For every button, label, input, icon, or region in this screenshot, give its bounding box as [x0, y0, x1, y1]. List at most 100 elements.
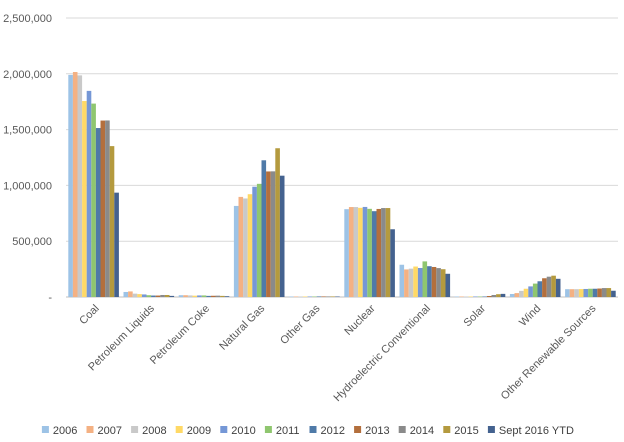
bar — [491, 294, 497, 297]
bar — [422, 261, 428, 297]
bar — [592, 288, 598, 297]
bar — [413, 266, 418, 297]
bar — [408, 268, 414, 297]
bar — [353, 207, 359, 297]
legend-swatch — [175, 426, 183, 433]
legend-label: 2009 — [187, 425, 211, 437]
legend-label: 2006 — [53, 425, 77, 437]
bar — [279, 175, 285, 297]
bar — [238, 196, 244, 297]
bar — [445, 273, 451, 297]
legend-swatch — [264, 426, 272, 433]
bar — [261, 160, 267, 297]
gridlines — [66, 17, 618, 298]
bar — [192, 295, 198, 297]
bar — [551, 275, 556, 297]
legend-swatch — [443, 426, 451, 433]
bar — [417, 267, 423, 297]
bar — [201, 295, 207, 297]
bar — [91, 103, 96, 297]
bar — [307, 296, 313, 297]
bar — [404, 269, 409, 297]
legend-swatch — [220, 426, 228, 433]
legend-label: 2008 — [142, 425, 166, 437]
legend-label: 2012 — [321, 425, 345, 437]
bar — [597, 288, 602, 297]
legend-swatch — [354, 426, 362, 433]
bar — [137, 294, 142, 297]
bar — [578, 289, 584, 297]
bar — [141, 294, 147, 297]
bar — [385, 208, 391, 297]
bar — [330, 296, 336, 297]
bar — [611, 290, 616, 297]
bar — [440, 269, 446, 297]
bar — [68, 74, 73, 297]
bar — [197, 295, 202, 297]
bar — [224, 296, 230, 297]
y-axis-ticks: - 500,000 1,000,000 1,500,000 2,000,000 2,500… — [3, 13, 52, 304]
bar — [210, 295, 216, 297]
bar — [532, 283, 538, 297]
bar — [252, 186, 257, 297]
bar — [473, 296, 478, 297]
y-tick-label: 2,000,000 — [3, 69, 52, 81]
bar — [321, 296, 326, 297]
bar — [169, 295, 175, 297]
bar — [164, 294, 170, 297]
bar — [344, 209, 349, 297]
legend-label: 2007 — [98, 425, 122, 437]
y-tick-label: 1,500,000 — [3, 125, 52, 137]
bar — [146, 295, 152, 297]
x-tick-label: Nuclear — [342, 302, 378, 338]
legend-swatch — [131, 426, 139, 433]
bar — [86, 90, 92, 297]
bar — [463, 296, 469, 297]
bar — [312, 296, 317, 297]
bar — [247, 194, 253, 297]
bar — [509, 293, 515, 297]
legend: 2006 2007 2008 2009 2010 2011 2012 2013 2014 2015… — [41, 425, 574, 437]
bar — [82, 101, 87, 298]
legend-swatch — [86, 426, 94, 433]
bar — [72, 72, 78, 297]
bar — [348, 207, 354, 297]
bar — [151, 295, 156, 297]
x-tick-label: Natural Gas — [217, 302, 267, 352]
bar — [109, 146, 115, 297]
bar — [358, 207, 363, 297]
bar — [178, 295, 184, 297]
bar — [459, 296, 464, 297]
bar — [390, 229, 395, 297]
bar — [477, 296, 483, 297]
bar — [243, 198, 248, 297]
bar — [486, 295, 492, 297]
bar — [574, 289, 579, 297]
bar — [183, 295, 188, 297]
bar — [95, 128, 101, 297]
bar — [565, 289, 570, 297]
bar — [482, 296, 487, 297]
bar — [293, 296, 299, 297]
bar — [298, 296, 303, 297]
x-tick-label: Wind — [517, 303, 543, 329]
bar — [325, 296, 331, 297]
y-tick-label: 500,000 — [12, 236, 52, 248]
bar — [206, 295, 211, 297]
x-tick-label: Solar — [461, 302, 488, 329]
bar — [77, 75, 83, 297]
bar — [114, 192, 119, 297]
bar — [128, 291, 133, 297]
bar — [215, 295, 221, 297]
bar — [132, 293, 138, 297]
bar — [367, 208, 372, 297]
bar — [546, 276, 552, 297]
bar — [155, 295, 161, 297]
bar — [519, 290, 524, 297]
bar — [362, 206, 368, 297]
bar — [100, 120, 106, 298]
bar — [555, 278, 561, 297]
bar — [427, 266, 432, 297]
